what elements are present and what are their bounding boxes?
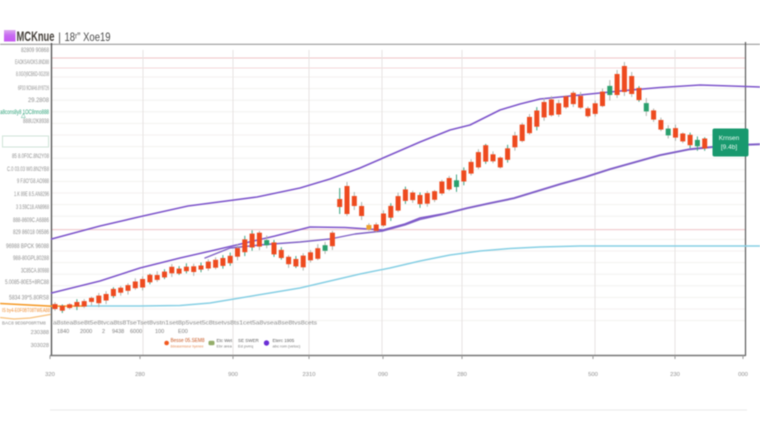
svg-text:8.0G0)9CB6D-0G208: 8.0G0)9CB6D-0G208 [16,72,49,78]
svg-text:EAOKSAVOKS.8ND88: EAOKSAVOKS.8ND88 [15,60,49,66]
svg-text:500: 500 [588,372,598,378]
svg-text:82809 90868: 82809 90868 [21,48,50,54]
svg-text:000: 000 [738,372,748,378]
svg-text:E00: E00 [178,329,188,335]
svg-text:Besse 05.SEM8: Besse 05.SEM8 [171,338,205,344]
svg-text:Ed pvrrq: Ed pvrrq [238,344,253,349]
svg-text:Eterc 1905: Eterc 1905 [273,338,295,343]
svg-text:988-80GPL80288: 988-80GPL80288 [13,256,50,262]
svg-text:BAC8 9E06P08RTM8: BAC8 9E06P08RTM8 [2,321,46,326]
svg-text:6P33 9CMA6.8Y8726: 6P33 9CMA6.8Y8726 [18,86,49,92]
svg-text:303028: 303028 [31,343,49,349]
svg-text:Etc Wet: Etc Wet [217,338,233,343]
svg-text:1840: 1840 [57,329,69,335]
svg-text:C.0 03.03 W0.8N2YB8: C.0 03.03 W0.8N2YB8 [7,167,49,173]
svg-text:3 3.59C18.AN8968: 3 3.59C18.AN8968 [16,205,49,211]
svg-text:a8cons8y8 1OC8nno888: a8cons8y8 1OC8nno888 [0,110,49,116]
svg-text:29.2808: 29.2808 [28,98,50,104]
svg-text:9 F.8O"G8.AO988: 9 F.8O"G8.AO988 [17,179,49,185]
svg-text:5834 39*5.80RS8: 5834 39*5.80RS8 [9,296,50,302]
svg-text:a8stea8se8t5e8tvca8ts8TseTset8: a8stea8se8t5e8tvca8ts8TseTset8vstn1set8p… [53,321,318,327]
svg-text:abc rom (vetoc): abc rom (vetoc) [273,344,301,349]
svg-text:[9.4b]: [9.4b] [721,144,737,151]
svg-text:900: 900 [228,372,238,378]
svg-text:280: 280 [135,372,145,378]
svg-text:18ʳ” Xoe19: 18ʳ” Xoe19 [65,32,111,44]
svg-text:320: 320 [45,372,55,378]
svg-text:IS by4-E0F0BT08TWEA88: IS by4-E0F0BT08TWEA88 [2,308,50,314]
svg-text:|: | [58,30,61,44]
svg-text:85 8.0F0C.8N2Y08: 85 8.0F0C.8N2Y08 [12,154,49,160]
svg-text:1.K 89E 8.5.AN8296: 1.K 89E 8.5.AN8296 [14,192,49,198]
svg-text:MCKnue: MCKnue [17,29,55,44]
svg-text:5.0085-80E5+8RC88: 5.0085-80E5+8RC88 [5,280,50,286]
svg-text:8deasemseur hyenee: 8deasemseur hyenee [171,344,205,349]
svg-text:6000: 6000 [130,329,142,335]
svg-text:9438: 9438 [112,329,124,335]
svg-text:100: 100 [155,329,164,335]
svg-text:090: 090 [378,372,388,378]
svg-text:230388: 230388 [31,330,49,336]
svg-text:△: △ [21,113,26,119]
svg-text:3C85CA.80988: 3C85CA.80988 [21,269,49,275]
svg-text:2310: 2310 [303,372,316,378]
svg-text:Ebr area: Ebr area [217,344,233,349]
svg-text:230: 230 [670,372,680,378]
svg-text:280: 280 [457,372,467,378]
svg-text:SE SWER: SE SWER [238,338,260,343]
svg-text:2: 2 [102,329,105,335]
svg-text:2000: 2000 [80,329,92,335]
svg-text:829 86018 06586: 829 86018 06586 [13,230,50,236]
svg-text:96988 BPCK 96088: 96988 BPCK 96088 [6,244,50,250]
svg-text:Krnsen: Krnsen [719,135,740,142]
svg-text:888-8609C.A6886: 888-8609C.A6886 [13,218,49,224]
svg-text:888U2K8938: 888U2K8938 [23,119,49,125]
